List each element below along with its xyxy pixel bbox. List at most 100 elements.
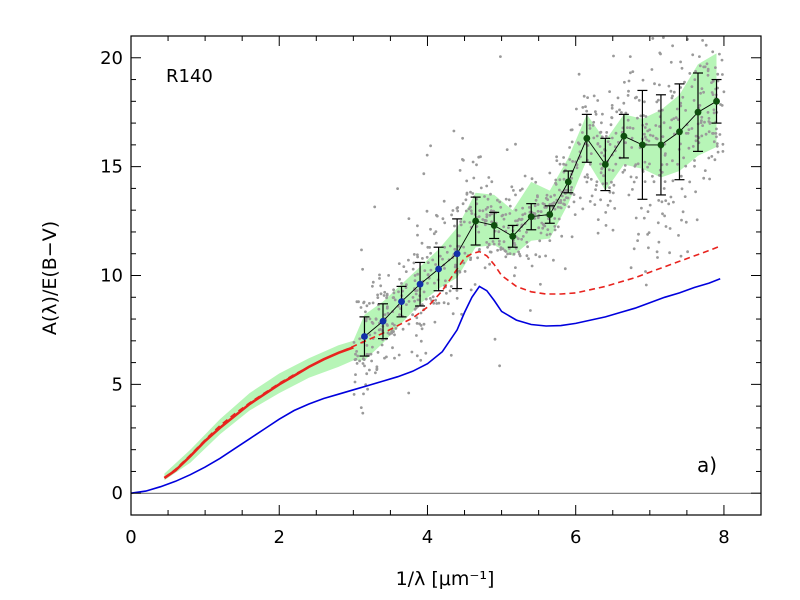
scatter-point bbox=[661, 108, 664, 112]
scatter-point bbox=[542, 223, 546, 227]
scatter-point bbox=[672, 200, 675, 204]
scatter-point bbox=[581, 207, 585, 211]
scatter-point bbox=[359, 406, 363, 409]
y-tick-label: 15 bbox=[100, 157, 123, 178]
scatter-point bbox=[485, 241, 489, 244]
scatter-point bbox=[504, 213, 508, 216]
scatter-point bbox=[596, 218, 600, 222]
scatter-point bbox=[358, 337, 362, 341]
scatter-point bbox=[402, 265, 406, 268]
scatter-point bbox=[629, 175, 633, 179]
scatter-point bbox=[502, 225, 506, 229]
scatter-point bbox=[599, 171, 603, 175]
scatter-point bbox=[538, 255, 541, 259]
scatter-point bbox=[599, 198, 602, 202]
scatter-point bbox=[608, 190, 612, 194]
scatter-point bbox=[636, 239, 639, 243]
scatter-point bbox=[392, 288, 395, 292]
scatter-point bbox=[383, 313, 387, 316]
scatter-point bbox=[352, 393, 356, 396]
scatter-point bbox=[593, 203, 597, 207]
scatter-point bbox=[441, 257, 444, 261]
region-label: R140 bbox=[166, 66, 213, 87]
scatter-point bbox=[680, 66, 684, 70]
scatter-point bbox=[565, 188, 569, 192]
scatter-point bbox=[377, 307, 381, 311]
scatter-point bbox=[483, 218, 487, 222]
scatter-point bbox=[683, 195, 687, 199]
scatter-point bbox=[453, 247, 457, 251]
scatter-point bbox=[698, 104, 702, 107]
scatter-point bbox=[628, 126, 632, 130]
binned-mean-point-green bbox=[490, 222, 498, 229]
scatter-point bbox=[564, 163, 568, 167]
scatter-point bbox=[590, 194, 594, 198]
scatter-point bbox=[572, 200, 576, 204]
scatter-point bbox=[566, 196, 570, 200]
scatter-point bbox=[432, 232, 436, 236]
scatter-point bbox=[525, 254, 529, 258]
scatter-point bbox=[438, 254, 442, 258]
scatter-point bbox=[449, 285, 453, 288]
scatter-point bbox=[368, 368, 371, 372]
scatter-point bbox=[647, 246, 650, 250]
scatter-point bbox=[394, 327, 398, 330]
scatter-point bbox=[596, 142, 600, 146]
scatter-point bbox=[534, 253, 538, 257]
scatter-point bbox=[702, 90, 705, 94]
scatter-point bbox=[576, 141, 580, 145]
scatter-point bbox=[718, 133, 722, 136]
scatter-point bbox=[380, 343, 384, 347]
scatter-point bbox=[371, 322, 375, 325]
scatter-point bbox=[377, 328, 381, 332]
scatter-point bbox=[570, 140, 574, 144]
scatter-point bbox=[545, 233, 549, 237]
scatter-point bbox=[393, 323, 396, 327]
scatter-point bbox=[387, 274, 390, 277]
scatter-point bbox=[610, 116, 614, 120]
scatter-point bbox=[429, 268, 433, 272]
scatter-point bbox=[632, 180, 636, 184]
scatter-point bbox=[631, 126, 635, 130]
scatter-point bbox=[489, 205, 493, 208]
scatter-point bbox=[453, 265, 457, 269]
scatter-point bbox=[536, 203, 540, 206]
scatter-point bbox=[636, 116, 639, 120]
scatter-point bbox=[627, 89, 630, 93]
scatter-point bbox=[370, 359, 373, 363]
scatter-point bbox=[415, 316, 419, 320]
scatter-point bbox=[651, 174, 654, 178]
scatter-point bbox=[608, 186, 611, 190]
scatter-point bbox=[518, 254, 522, 258]
scatter-point bbox=[490, 180, 494, 184]
scatter-point bbox=[721, 73, 724, 76]
scatter-point bbox=[498, 239, 501, 243]
scatter-point bbox=[637, 99, 641, 102]
scatter-point bbox=[497, 230, 501, 234]
scatter-point bbox=[412, 261, 416, 265]
scatter-point bbox=[489, 192, 492, 196]
scatter-point bbox=[694, 134, 698, 138]
scatter-point bbox=[585, 173, 589, 177]
scatter-point bbox=[680, 218, 683, 222]
scatter-point bbox=[655, 250, 659, 254]
scatter-point bbox=[686, 250, 689, 254]
scatter-point bbox=[433, 320, 437, 324]
scatter-point bbox=[536, 216, 540, 220]
scatter-point bbox=[582, 94, 586, 98]
scatter-point bbox=[553, 201, 556, 205]
scatter-point bbox=[398, 313, 401, 317]
binned-mean-point-blue bbox=[379, 317, 387, 325]
scatter-point bbox=[414, 306, 418, 310]
scatter-point bbox=[651, 134, 655, 138]
scatter-point bbox=[514, 193, 517, 197]
scatter-point bbox=[493, 337, 497, 341]
scatter-point bbox=[401, 327, 405, 331]
x-tick-label: 0 bbox=[125, 527, 136, 548]
scatter-point bbox=[477, 215, 481, 219]
scatter-point bbox=[422, 322, 426, 326]
scatter-point bbox=[569, 128, 573, 132]
scatter-point bbox=[469, 190, 472, 194]
scatter-point bbox=[514, 266, 517, 269]
scatter-point bbox=[646, 210, 650, 214]
